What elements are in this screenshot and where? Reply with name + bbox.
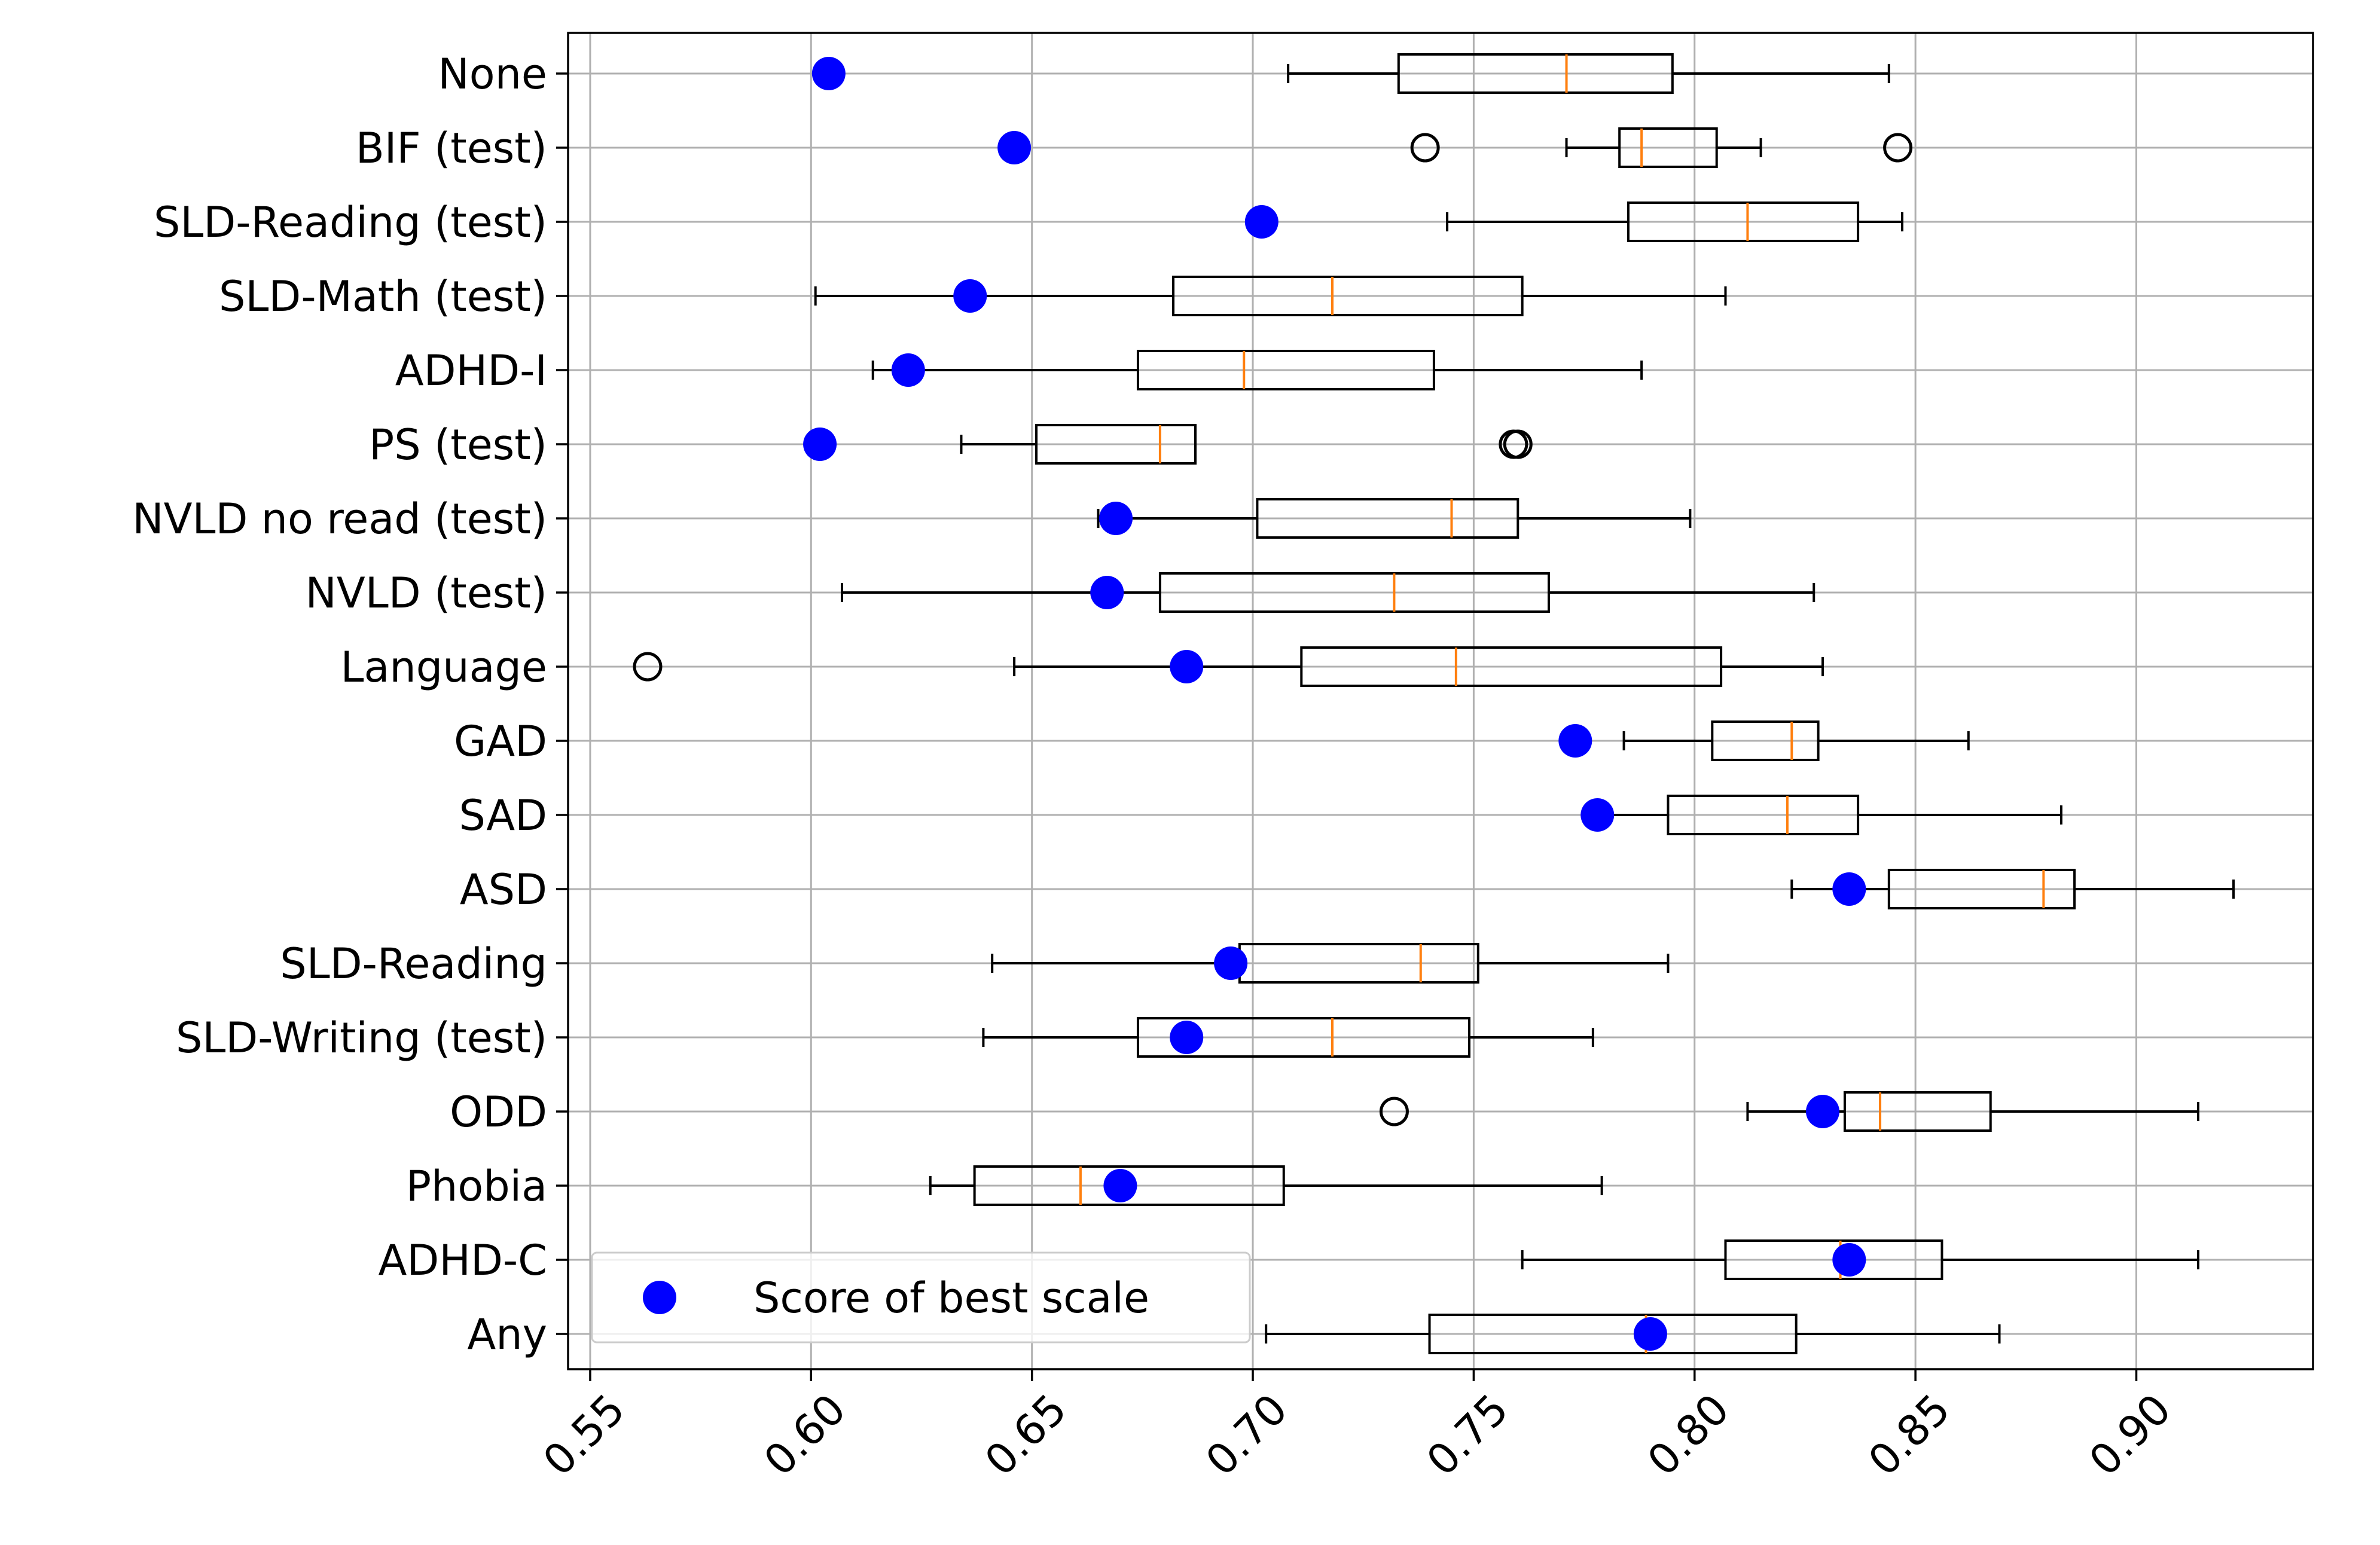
best-scale-point [1633,1317,1667,1351]
iqr-box [1887,869,2076,909]
best-scale-point [891,353,925,387]
box-15 [929,1165,1603,1206]
outlier-point [1503,429,1533,459]
y-tick-label: ASD [460,865,547,914]
grid-layer [568,33,2313,1369]
y-tick-label: SLD-Reading (test) [154,198,547,247]
best-scale-point [1099,502,1133,535]
y-tick-label: ODD [450,1088,547,1137]
box-8 [633,646,1824,687]
y-tick-label: Phobia [406,1162,547,1211]
outlier-point [1410,133,1440,163]
iqr-box [1428,1314,1798,1354]
legend: Score of best scale [591,1251,1251,1344]
iqr-box [1843,1091,1992,1132]
box-14 [1379,1091,2199,1132]
best-scale-point [1832,1243,1866,1277]
best-scale-point [811,57,846,90]
best-scale-point [1103,1169,1137,1202]
iqr-box [1300,646,1723,687]
best-scale-point [1244,205,1279,239]
outlier-point [633,652,663,682]
best-scale-point [1170,1021,1204,1054]
outlier-point [1379,1097,1409,1126]
box-0 [1287,53,1890,94]
best-scale-point [1806,1095,1840,1128]
legend-label: Score of best scale [753,1274,1149,1323]
box-layer [633,53,2235,1354]
y-tick-label: GAD [454,717,547,766]
y-tick-label: PS (test) [369,420,547,469]
iqr-box [1724,1239,1943,1280]
marker-layer [803,57,1866,1351]
y-tick-label: SLD-Writing (test) [176,1013,547,1062]
legend-marker [643,1281,676,1314]
box-9 [1622,720,1970,761]
iqr-box [1136,350,1435,390]
box-2 [1446,201,1903,242]
iqr-box [973,1165,1285,1206]
y-tick-label: SAD [459,791,547,840]
y-tick-label: SLD-Reading [280,939,547,988]
box-13 [982,1017,1594,1058]
best-scale-point [997,131,1032,164]
y-tick-label: BIF (test) [356,124,547,173]
box-5 [960,424,1533,465]
iqr-box [1627,201,1860,242]
iqr-box [1397,53,1674,94]
y-tick-label: ADHD-C [379,1236,547,1285]
y-tick-label: Any [467,1310,547,1359]
best-scale-point [953,279,987,313]
y-tick-label: Language [341,643,547,692]
y-tick-label: ADHD-I [395,346,547,395]
iqr-box [1256,498,1519,539]
y-tick-label: NVLD (test) [306,569,547,618]
legend-box [591,1251,1251,1344]
iqr-box [1035,424,1197,465]
best-scale-point [1558,724,1592,758]
best-scale-point [1214,946,1248,980]
y-tick-label: NVLD no read (test) [132,494,547,544]
outlier-point [1883,133,1913,163]
best-scale-point [1580,798,1615,832]
iqr-box [1172,276,1524,316]
iqr-box [1136,1017,1471,1058]
best-scale-point [803,428,837,461]
best-scale-point [1090,576,1124,609]
iqr-box [1711,720,1820,761]
iqr-box [1667,795,1860,835]
best-scale-point [1832,872,1866,906]
y-tick-label: None [438,50,547,99]
y-tick-label: SLD-Math (test) [219,272,547,321]
iqr-box [1618,127,1718,168]
iqr-box [1158,572,1550,613]
best-scale-point [1170,650,1204,683]
plot-frame [567,32,2314,1370]
box-3 [814,276,1727,316]
box-1 [1410,127,1913,168]
